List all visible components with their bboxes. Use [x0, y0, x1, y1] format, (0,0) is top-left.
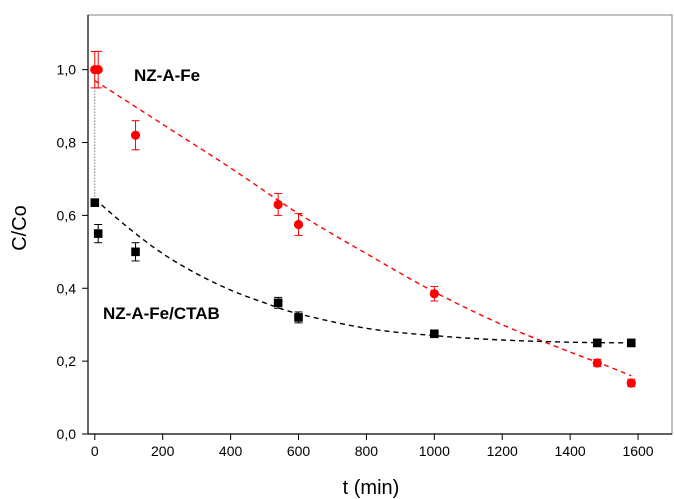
y-tick-label: 1,0 [57, 62, 77, 78]
data-point [593, 338, 602, 348]
y-ticks: 0,0 0,2 0,4 0,6 0,8 1,0 [57, 62, 88, 442]
data-point [293, 219, 304, 230]
data-point [273, 298, 283, 308]
y-tick-label: 0,6 [57, 207, 77, 223]
fit-line-series-0 [94, 80, 632, 377]
error-bars [90, 50, 636, 388]
y-tick-label: 0,4 [57, 280, 77, 296]
x-tick-label: 1400 [555, 443, 586, 459]
x-ticks: 0 200 400 600 800 1000 1200 1400 1600 [91, 434, 654, 459]
x-tick-label: 1000 [419, 443, 450, 459]
data-point [273, 199, 283, 210]
series-label-nz-a-fe: NZ-A-Fe [134, 66, 200, 85]
fit-lines [94, 69, 632, 377]
y-tick-label: 0,8 [57, 135, 77, 151]
fit-line-series-1 [94, 198, 632, 344]
y-tick-label: 0,0 [57, 426, 77, 442]
data-point [294, 313, 303, 322]
x-tick-label: 0 [91, 443, 99, 459]
data-point [93, 229, 103, 238]
x-tick-label: 400 [219, 443, 243, 459]
data-point [626, 378, 636, 388]
data-markers [90, 65, 636, 388]
data-point [626, 338, 636, 348]
data-point [430, 329, 439, 339]
data-point [131, 247, 140, 257]
data-point [90, 198, 100, 207]
x-tick-label: 600 [287, 443, 311, 459]
x-tick-label: 1200 [487, 443, 518, 459]
x-tick-label: 200 [151, 443, 175, 459]
data-point [429, 289, 439, 299]
x-axis-title: t (min) [343, 477, 400, 499]
data-point [592, 358, 602, 368]
data-point [93, 65, 103, 75]
x-tick-label: 1600 [622, 443, 653, 459]
x-tick-label: 800 [355, 443, 379, 459]
y-tick-label: 0,2 [57, 353, 77, 369]
y-axis-title: C/Co [9, 205, 31, 251]
series-label-nz-a-fe-ctab: NZ-A-Fe/CTAB [103, 304, 220, 323]
data-point [130, 130, 141, 140]
